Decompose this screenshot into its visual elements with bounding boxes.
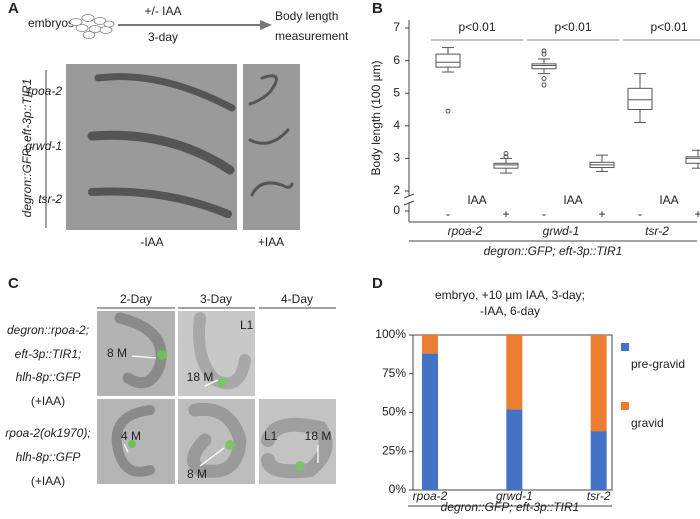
column-label: 3-Day [200, 292, 232, 306]
panel-label: A [8, 0, 19, 17]
row-label: degron::rpoa-2; [7, 323, 89, 337]
x-tick-label: rpoa-2 [413, 489, 448, 503]
legend-swatch [621, 402, 629, 410]
significance: p<0.01 [650, 20, 687, 34]
annotation: L1 [264, 429, 278, 443]
box [627, 87, 653, 110]
pointer-arrows [123, 355, 319, 467]
outlier [541, 82, 547, 88]
legend-label: gravid [631, 416, 664, 430]
series-label: + [694, 207, 700, 221]
x-tick-label: grwd-1 [543, 224, 580, 238]
y-tick-label: 100% [375, 327, 406, 341]
significance: p<0.01 [554, 20, 591, 34]
y-axis-label: Body length (100 µm) [369, 61, 383, 176]
outcome: measurement [275, 29, 349, 43]
worms [87, 73, 294, 218]
annotation: 18 M [187, 370, 214, 384]
series-label: - [542, 207, 546, 221]
bar-segment [506, 335, 523, 410]
bar-segment [422, 335, 438, 354]
y-tick-label: 75% [382, 366, 406, 380]
annotation: 8 M [107, 346, 127, 360]
panel-label: B [372, 0, 383, 17]
series-label: - [446, 207, 450, 221]
micrographs [97, 311, 336, 484]
annotation: 4 M [121, 429, 141, 443]
row-label: rpoa-2 [27, 84, 62, 98]
annotation: L1 [240, 318, 254, 332]
micrograph [66, 64, 237, 230]
y-tick-label: 7 [393, 20, 400, 34]
legend-swatch [621, 343, 629, 351]
series-label: + [598, 207, 605, 221]
x-tick-label: tsr-2 [587, 489, 611, 503]
bar-segment [506, 409, 523, 490]
larvae [111, 312, 333, 479]
x-caption: degron::GFP; eft-3p::TIR1 [484, 244, 623, 258]
box [685, 156, 700, 164]
box [531, 63, 557, 70]
panel-label: C [8, 275, 19, 292]
row-label: hlh-8p::GFP [16, 370, 81, 384]
treatment: +/- IAA [144, 4, 181, 18]
box [435, 53, 461, 68]
y-tick-label: 2 [393, 183, 400, 197]
row-label: (+IAA) [31, 474, 65, 488]
x-tick-label: grwd-1 [496, 489, 533, 503]
column-label: +IAA [258, 235, 284, 249]
embryos-label: embryos [28, 16, 74, 30]
chart-title: embryo, +10 µm IAA, 3-day; [435, 288, 585, 302]
x-tick-label: rpoa-2 [448, 224, 483, 238]
row-label: eft-3p::TIR1; [15, 347, 82, 361]
x-caption: degron::GFP; eft-3p::TIR1 [441, 500, 580, 514]
group-label: IAA [467, 193, 486, 207]
outlier [541, 51, 547, 57]
significance: p<0.01 [458, 20, 495, 34]
outlier [541, 48, 547, 54]
y-tick-label: 5 [393, 85, 400, 99]
row-label: tsr-2 [38, 192, 62, 206]
outlier [503, 154, 509, 160]
column-label: -IAA [140, 235, 163, 249]
box [493, 162, 519, 169]
x-tick-label: tsr-2 [645, 224, 669, 238]
series-label: + [502, 207, 509, 221]
bar-segment [590, 335, 607, 432]
column-label: 4-Day [281, 292, 313, 306]
group-label: IAA [659, 193, 678, 207]
outcome: Body length [275, 9, 338, 23]
series-label: - [638, 207, 642, 221]
column-label: 2-Day [120, 292, 152, 306]
outlier [503, 151, 509, 157]
y-tick-label: 3 [393, 151, 400, 165]
embryo-icons [69, 14, 115, 39]
y-tick-label: 4 [393, 118, 400, 132]
arrow-head [260, 20, 272, 30]
y-tick-label: 6 [393, 53, 400, 67]
row-label: grwd-1 [25, 139, 62, 153]
panel-label: D [372, 275, 383, 292]
axis-break [403, 200, 415, 206]
row-label: (+IAA) [31, 394, 65, 408]
genotype: degron::GFP; eft-3p::TIR1 [20, 79, 34, 218]
y-tick-label: 0% [389, 482, 407, 496]
legend-label: pre-gravid [631, 357, 685, 371]
row-label: hlh-8p::GFP [16, 450, 81, 464]
group-label: IAA [563, 193, 582, 207]
outlier [541, 76, 547, 82]
bar-segment [590, 431, 607, 490]
y-tick-label: 0 [393, 203, 400, 217]
annotation: 18 M [305, 429, 332, 443]
duration: 3-day [148, 30, 178, 44]
chart-title: -IAA, 6-day [480, 304, 540, 318]
bar-segment [422, 353, 438, 490]
annotation: 8 M [187, 467, 207, 481]
axis-break [403, 193, 415, 199]
y-tick-label: 50% [382, 405, 406, 419]
row-label: rpoa-2(ok1970); [5, 426, 90, 440]
y-tick-label: 25% [382, 443, 406, 457]
outlier [445, 108, 451, 114]
